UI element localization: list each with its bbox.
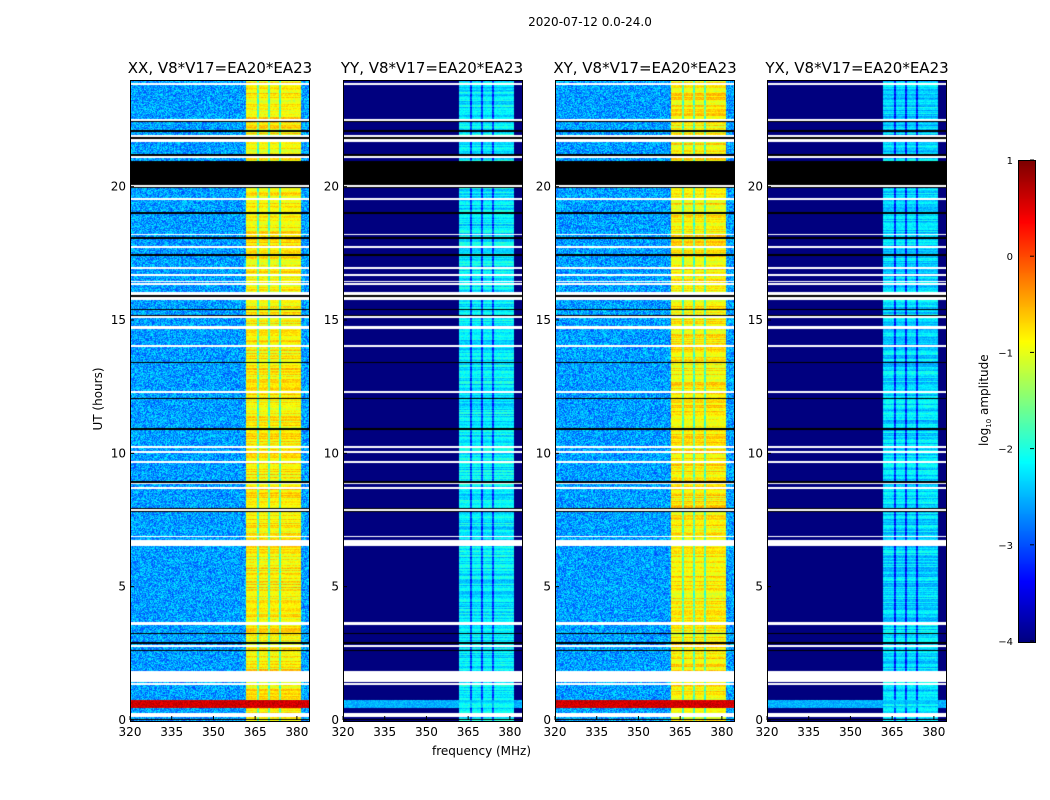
colorbar <box>1018 160 1036 643</box>
y-tick-label: 0 <box>543 713 551 727</box>
x-tick-label: 335 <box>373 725 396 739</box>
panel-title-yx: YX, V8*V17=EA20*EA23 <box>765 59 949 77</box>
heatmap-xx <box>130 80 310 722</box>
x-tick-label: 335 <box>797 725 820 739</box>
x-tick-label: 350 <box>627 725 650 739</box>
heatmap-yy <box>343 80 523 722</box>
y-tick-label: 20 <box>324 180 339 194</box>
x-tick-label: 365 <box>457 725 480 739</box>
y-tick-label: 20 <box>536 180 551 194</box>
colorbar-label: log10 amplitude <box>976 354 994 447</box>
y-tick-label: 20 <box>111 180 126 194</box>
x-tick-label: 350 <box>202 725 225 739</box>
colorbar-tick-label: 1 <box>1007 156 1013 167</box>
y-tick-label: 10 <box>748 446 763 460</box>
y-tick-label: 15 <box>536 313 551 327</box>
y-tick-label: 5 <box>543 580 551 594</box>
x-tick-label: 320 <box>332 725 355 739</box>
y-tick-label: 0 <box>331 713 339 727</box>
y-axis-label: UT (hours) <box>91 367 105 431</box>
x-tick-label: 365 <box>881 725 904 739</box>
colorbar-tick-label: −3 <box>998 541 1013 552</box>
y-tick-label: 5 <box>331 580 339 594</box>
colorbar-tick-label: −1 <box>998 348 1013 359</box>
y-tick-label: 10 <box>536 446 551 460</box>
x-tick-label: 320 <box>756 725 779 739</box>
panel-title-xy: XY, V8*V17=EA20*EA23 <box>553 59 737 77</box>
x-axis-label: frequency (MHz) <box>432 744 532 758</box>
x-tick-label: 365 <box>669 725 692 739</box>
x-tick-label: 380 <box>285 725 308 739</box>
y-tick-label: 15 <box>111 313 126 327</box>
x-tick-label: 335 <box>160 725 183 739</box>
y-tick-label: 15 <box>324 313 339 327</box>
x-tick-label: 380 <box>710 725 733 739</box>
x-tick-label: 350 <box>415 725 438 739</box>
x-tick-label: 380 <box>498 725 521 739</box>
x-tick-label: 350 <box>839 725 862 739</box>
x-tick-label: 320 <box>544 725 567 739</box>
colorbar-tick-label: −4 <box>998 637 1013 648</box>
colorbar-tick-label: −2 <box>998 445 1013 456</box>
heatmap-yx <box>767 80 947 722</box>
x-tick-label: 365 <box>244 725 267 739</box>
heatmap-xy <box>555 80 735 722</box>
x-tick-label: 380 <box>922 725 945 739</box>
x-tick-label: 335 <box>585 725 608 739</box>
y-tick-label: 10 <box>324 446 339 460</box>
x-tick-label: 320 <box>119 725 142 739</box>
y-tick-label: 5 <box>755 580 763 594</box>
y-tick-label: 5 <box>118 580 126 594</box>
panel-title-yy: YY, V8*V17=EA20*EA23 <box>340 59 524 77</box>
y-tick-label: 0 <box>118 713 126 727</box>
y-tick-label: 0 <box>755 713 763 727</box>
y-tick-label: 20 <box>748 180 763 194</box>
figure-title: 2020-07-12 0.0-24.0 <box>528 15 652 29</box>
y-tick-label: 15 <box>748 313 763 327</box>
panel-title-xx: XX, V8*V17=EA20*EA23 <box>127 59 313 77</box>
colorbar-tick-label: 0 <box>1007 252 1013 263</box>
y-tick-label: 10 <box>111 446 126 460</box>
